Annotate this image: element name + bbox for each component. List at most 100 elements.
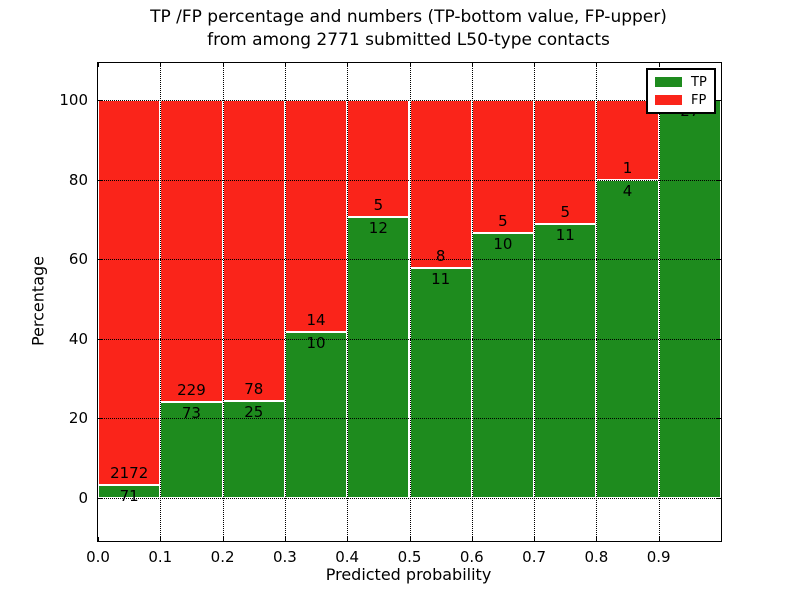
- x-tick-label: 0.6: [459, 548, 484, 566]
- x-gridline: [347, 63, 349, 541]
- tp-legend-label: TP: [691, 74, 707, 90]
- y-tickmark-right: [717, 338, 721, 340]
- fp-count-label: 5: [560, 203, 571, 222]
- tp-count-label: 12: [368, 219, 388, 238]
- x-tickmark-top: [409, 63, 411, 67]
- fp-bar-segment: [284, 100, 348, 333]
- x-tickmark-bottom: [596, 537, 598, 541]
- tp-bar-segment: [534, 224, 597, 498]
- x-tick-label: 0.2: [210, 548, 235, 566]
- x-tickmark-top: [160, 63, 162, 67]
- fp-count-label: 229: [177, 380, 206, 399]
- x-tick-label: 0.7: [522, 548, 547, 566]
- y-tickmark-left: [98, 498, 102, 500]
- x-tick-label: 0.3: [272, 548, 297, 566]
- x-tickmark-bottom: [160, 537, 162, 541]
- tp-count-label: 71: [119, 487, 139, 506]
- fp-bar-segment: [471, 100, 535, 233]
- y-tickmark-left: [98, 259, 102, 261]
- y-tick-label: 80: [68, 170, 88, 189]
- tp-bar-segment: [471, 232, 535, 498]
- tp-bar-segment: [222, 401, 285, 498]
- y-tick-label: 0: [78, 489, 88, 508]
- tp-count-label: 10: [306, 334, 326, 353]
- tp-bar-segment: [98, 485, 161, 498]
- x-tickmark-top: [222, 63, 224, 67]
- fp-bar-segment: [98, 100, 161, 486]
- plot-area: TP FP 2172712297378251410512811510511142…: [59, 62, 722, 566]
- x-tickmark-top: [98, 63, 99, 67]
- x-tickmark-bottom: [222, 537, 224, 541]
- x-tickmark-bottom: [284, 537, 286, 541]
- x-tickmark-bottom: [347, 537, 349, 541]
- tp-count-label: 10: [493, 234, 513, 253]
- fp-count-label: 5: [373, 196, 384, 215]
- x-gridline: [596, 63, 598, 541]
- x-gridline: [534, 63, 536, 541]
- tp-bar-segment: [160, 401, 223, 498]
- x-tick-label: 0.0: [86, 548, 110, 566]
- x-tick-label: 0.9: [646, 548, 671, 566]
- x-gridline: [658, 63, 660, 541]
- fp-legend-swatch: [655, 95, 682, 105]
- fp-bar-segment: [160, 100, 223, 402]
- y-tick-label: 100: [59, 91, 88, 109]
- x-tickmark-bottom: [471, 537, 473, 541]
- fp-count-label: 78: [244, 380, 264, 399]
- y-tick-label: 20: [68, 409, 88, 428]
- tp-bar-segment: [658, 100, 721, 498]
- tp-count-label: 11: [555, 226, 575, 245]
- fp-count-label: 14: [306, 311, 326, 330]
- fp-legend-label: FP: [691, 92, 707, 108]
- tp-count-label: 73: [181, 403, 201, 422]
- fp-count-label: 2172: [110, 464, 149, 483]
- x-tickmark-bottom: [98, 537, 99, 541]
- x-tick-label: 0.1: [148, 548, 173, 566]
- x-gridline: [409, 63, 411, 541]
- fp-count-label: 1: [622, 158, 633, 177]
- x-tickmark-bottom: [534, 537, 536, 541]
- chart-title-line1: TP /FP percentage and numbers (TP-bottom…: [150, 7, 667, 27]
- y-tickmark-left: [98, 100, 102, 101]
- tp-bar-segment: [347, 217, 410, 498]
- x-tickmark-top: [471, 63, 473, 67]
- x-axis-label: Predicted probability: [325, 565, 492, 584]
- x-tickmark-top: [534, 63, 536, 67]
- y-gridline: [98, 338, 721, 340]
- y-gridline: [98, 100, 721, 101]
- fp-count-label: 8: [435, 246, 446, 265]
- y-tickmark-right: [717, 498, 721, 500]
- x-tickmark-top: [596, 63, 598, 67]
- tp-legend-swatch: [655, 77, 682, 87]
- x-gridline: [284, 63, 286, 541]
- fp-bar-segment: [222, 100, 285, 402]
- fp-bar-segment: [409, 100, 472, 268]
- x-tickmark-top: [658, 63, 660, 67]
- y-gridline: [98, 498, 721, 500]
- y-gridline: [98, 259, 721, 261]
- tp-bar-segment: [284, 332, 348, 498]
- x-tickmark-bottom: [658, 537, 660, 541]
- legend-item-fp: FP: [655, 94, 714, 107]
- y-tickmark-right: [717, 179, 721, 181]
- chart-title: TP /FP percentage and numbers (TP-bottom…: [97, 6, 720, 52]
- y-tickmark-left: [98, 338, 102, 340]
- tp-bar-segment: [596, 179, 659, 498]
- x-gridline: [222, 63, 224, 541]
- y-tickmark-left: [98, 418, 102, 420]
- fp-count-label: 5: [498, 211, 508, 230]
- fp-bar-segment: [347, 100, 410, 218]
- tp-count-label: 11: [431, 269, 451, 288]
- x-tickmark-top: [284, 63, 286, 67]
- x-gridline: [471, 63, 473, 541]
- legend: TP FP: [646, 68, 716, 114]
- x-tickmark-bottom: [409, 537, 411, 541]
- x-tick-label: 0.4: [335, 548, 360, 566]
- chart-title-line2: from among 2771 submitted L50-type conta…: [207, 30, 610, 50]
- y-gridline: [98, 179, 721, 181]
- y-gridline: [98, 418, 721, 420]
- y-tick-label: 60: [68, 250, 88, 269]
- tp-count-label: 4: [622, 181, 633, 200]
- x-tick-label: 0.5: [397, 548, 422, 566]
